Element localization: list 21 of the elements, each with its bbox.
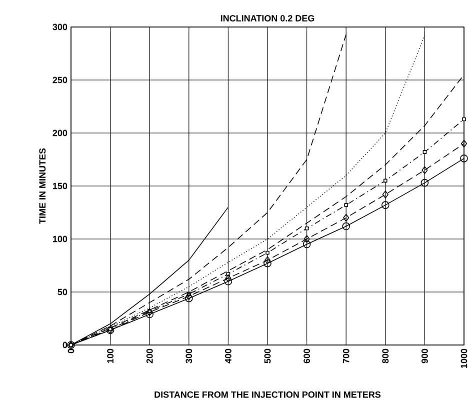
x-tick-label: 200 [146,348,153,364]
x-axis-title: DISTANCE FROM THE INJECTION POINT IN METERS [154,391,381,398]
y-tick-label: 200 [52,130,68,136]
x-tick-label: 700 [342,348,350,364]
x-tick-label: 600 [304,348,310,364]
x-tick-label: 800 [382,348,389,364]
y-tick-label: 150 [53,182,68,190]
x-tick-label: 100 [107,348,114,363]
x-tick-label: 500 [264,348,271,364]
x-tick-label: 900 [422,348,428,364]
x-tick-label: 300 [186,348,192,364]
y-tick-label: 50 [58,288,68,296]
y-tick-label: 100 [53,236,68,242]
y-tick-label: 250 [52,76,68,84]
x-tick-label: 1000 [460,348,468,368]
chart-title: INCLINATION 0.2 DEG [220,15,314,22]
x-tick-label: 400 [225,348,232,364]
y-tick-label: 0 [62,342,68,348]
y-axis-title: TIME IN MINUTES [39,148,46,224]
y-tick-label: 300 [52,24,68,30]
x-tick-label: 0 [68,348,74,354]
